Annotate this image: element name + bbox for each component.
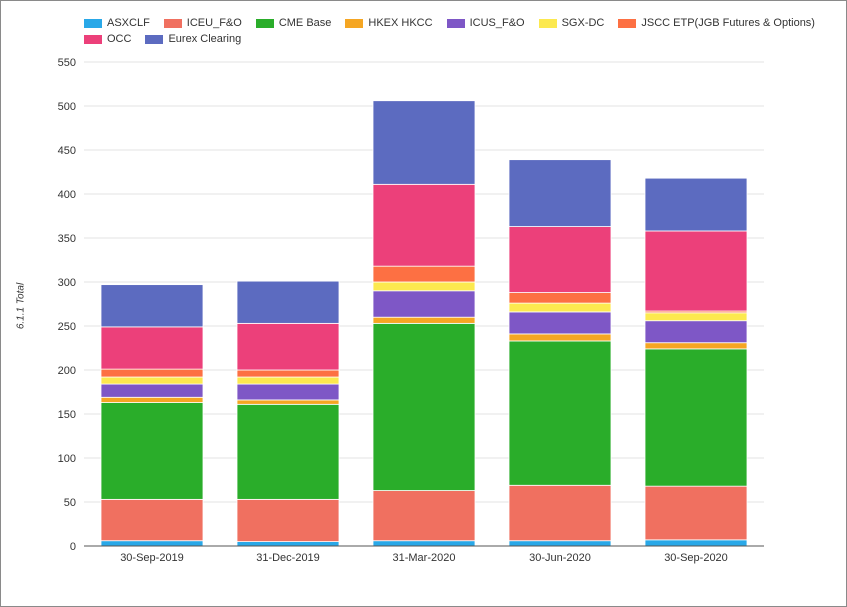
y-tick-label: 500 bbox=[58, 101, 76, 113]
legend-item[interactable]: SGX-DC bbox=[538, 17, 605, 29]
legend-item[interactable]: JSCC ETP(JGB Futures & Options) bbox=[618, 17, 815, 29]
bar-segment[interactable] bbox=[100, 326, 204, 370]
y-tick-label: 450 bbox=[58, 145, 76, 157]
bar-segment[interactable] bbox=[644, 485, 748, 541]
bar-segment[interactable] bbox=[644, 312, 748, 322]
legend-label: ICEU_F&O bbox=[186, 17, 242, 29]
legend-swatch bbox=[538, 18, 557, 28]
legend-swatch bbox=[345, 18, 364, 28]
bar-segment[interactable] bbox=[508, 311, 612, 335]
bar-segment[interactable] bbox=[372, 290, 476, 318]
legend-swatch bbox=[84, 18, 102, 28]
x-tick-label: 30-Sep-2019 bbox=[120, 552, 184, 564]
legend-item[interactable]: HKEX HKCC bbox=[345, 17, 433, 29]
bar-segment[interactable] bbox=[508, 292, 612, 304]
bar-segment[interactable] bbox=[236, 280, 340, 324]
bar-segment[interactable] bbox=[100, 376, 204, 385]
legend-swatch bbox=[446, 18, 465, 28]
bar-segment[interactable] bbox=[372, 316, 476, 324]
legend-row-1: ASXCLF ICEU_F&O CME Base HKEX HKCC ICUS_… bbox=[84, 15, 815, 31]
bars bbox=[100, 100, 748, 547]
legend-item[interactable]: OCC bbox=[84, 33, 131, 45]
bar-segment[interactable] bbox=[372, 100, 476, 185]
bar-segment[interactable] bbox=[508, 340, 612, 486]
legend-item[interactable]: ASXCLF bbox=[84, 17, 150, 29]
bar-segment[interactable] bbox=[100, 284, 204, 328]
y-tick-label: 350 bbox=[58, 233, 76, 245]
y-tick-label: 0 bbox=[70, 541, 76, 553]
legend-row-2: OCC Eurex Clearing bbox=[84, 31, 784, 47]
legend-label: ICUS_F&O bbox=[469, 17, 525, 29]
y-tick-label: 550 bbox=[58, 57, 76, 69]
x-tick-label: 31-Mar-2020 bbox=[393, 552, 456, 564]
bar-segment[interactable] bbox=[644, 342, 748, 350]
bar-segment[interactable] bbox=[236, 322, 340, 371]
bar-segment[interactable] bbox=[508, 302, 612, 313]
bar-segment[interactable] bbox=[508, 333, 612, 342]
x-tick-label: 30-Jun-2020 bbox=[529, 552, 591, 564]
bar-segment[interactable] bbox=[644, 230, 748, 312]
legend-label: CME Base bbox=[278, 17, 332, 29]
legend-swatch bbox=[84, 34, 102, 44]
legend-label: HKEX HKCC bbox=[368, 17, 433, 29]
bar-segment[interactable] bbox=[508, 540, 612, 547]
bar-segment[interactable] bbox=[100, 402, 204, 500]
bar-segment[interactable] bbox=[236, 498, 340, 542]
bar-segment[interactable] bbox=[100, 383, 204, 398]
y-tick-label: 250 bbox=[58, 321, 76, 333]
legend: ASXCLF ICEU_F&O CME Base HKEX HKCC ICUS_… bbox=[84, 15, 815, 47]
bar-segment[interactable] bbox=[372, 183, 476, 267]
bar-segment[interactable] bbox=[236, 399, 340, 405]
bar-segment[interactable] bbox=[236, 403, 340, 500]
bar-segment[interactable] bbox=[372, 281, 476, 292]
bar-segment[interactable] bbox=[236, 541, 340, 547]
legend-label: SGX-DC bbox=[561, 17, 605, 29]
bar-segment[interactable] bbox=[372, 265, 476, 283]
bar-segment[interactable] bbox=[372, 540, 476, 547]
bar-segment[interactable] bbox=[644, 348, 748, 487]
bar-segment[interactable] bbox=[372, 490, 476, 542]
x-tick-label: 31-Dec-2019 bbox=[256, 552, 320, 564]
legend-swatch bbox=[145, 34, 164, 44]
bar-segment[interactable] bbox=[100, 540, 204, 547]
bar-segment[interactable] bbox=[644, 177, 748, 232]
y-tick-label: 100 bbox=[58, 453, 76, 465]
legend-swatch bbox=[255, 18, 274, 28]
bar-segment[interactable] bbox=[100, 396, 204, 403]
x-axis: 30-Sep-2019 31-Dec-2019 31-Mar-2020 30-Jun-… bbox=[84, 545, 764, 564]
bar-segment[interactable] bbox=[644, 320, 748, 344]
legend-label: ASXCLF bbox=[107, 17, 150, 29]
legend-item[interactable]: CME Base bbox=[255, 17, 332, 29]
legend-item[interactable]: ICEU_F&O bbox=[163, 17, 242, 29]
bar-segment[interactable] bbox=[236, 383, 340, 401]
legend-label: Eurex Clearing bbox=[168, 33, 242, 45]
bar-segment[interactable] bbox=[236, 369, 340, 378]
legend-label: OCC bbox=[107, 33, 132, 45]
bar-segment[interactable] bbox=[372, 322, 476, 491]
legend-item[interactable]: Eurex Clearing bbox=[145, 33, 241, 45]
bar-segment[interactable] bbox=[508, 484, 612, 542]
y-tick-label: 50 bbox=[64, 497, 76, 509]
y-tick-label: 300 bbox=[58, 277, 76, 289]
bar-segment[interactable] bbox=[100, 368, 204, 378]
bar-segment[interactable] bbox=[100, 498, 204, 542]
bar-segment[interactable] bbox=[644, 539, 748, 547]
legend-label: JSCC ETP(JGB Futures & Options) bbox=[641, 17, 815, 29]
x-tick-label: 30-Sep-2020 bbox=[664, 552, 728, 564]
bar-segment[interactable] bbox=[508, 226, 612, 293]
legend-swatch bbox=[163, 18, 182, 28]
bar-segment[interactable] bbox=[236, 376, 340, 385]
legend-swatch bbox=[618, 18, 637, 28]
y-tick-label: 200 bbox=[58, 365, 76, 377]
y-tick-label: 400 bbox=[58, 189, 76, 201]
legend-item[interactable]: ICUS_F&O bbox=[446, 17, 525, 29]
bar-segment[interactable] bbox=[508, 159, 612, 227]
y-tick-label: 150 bbox=[58, 409, 76, 421]
y-axis-ticks: 0 50 100 150 200 250 300 350 400 450 500 550 bbox=[58, 57, 76, 553]
